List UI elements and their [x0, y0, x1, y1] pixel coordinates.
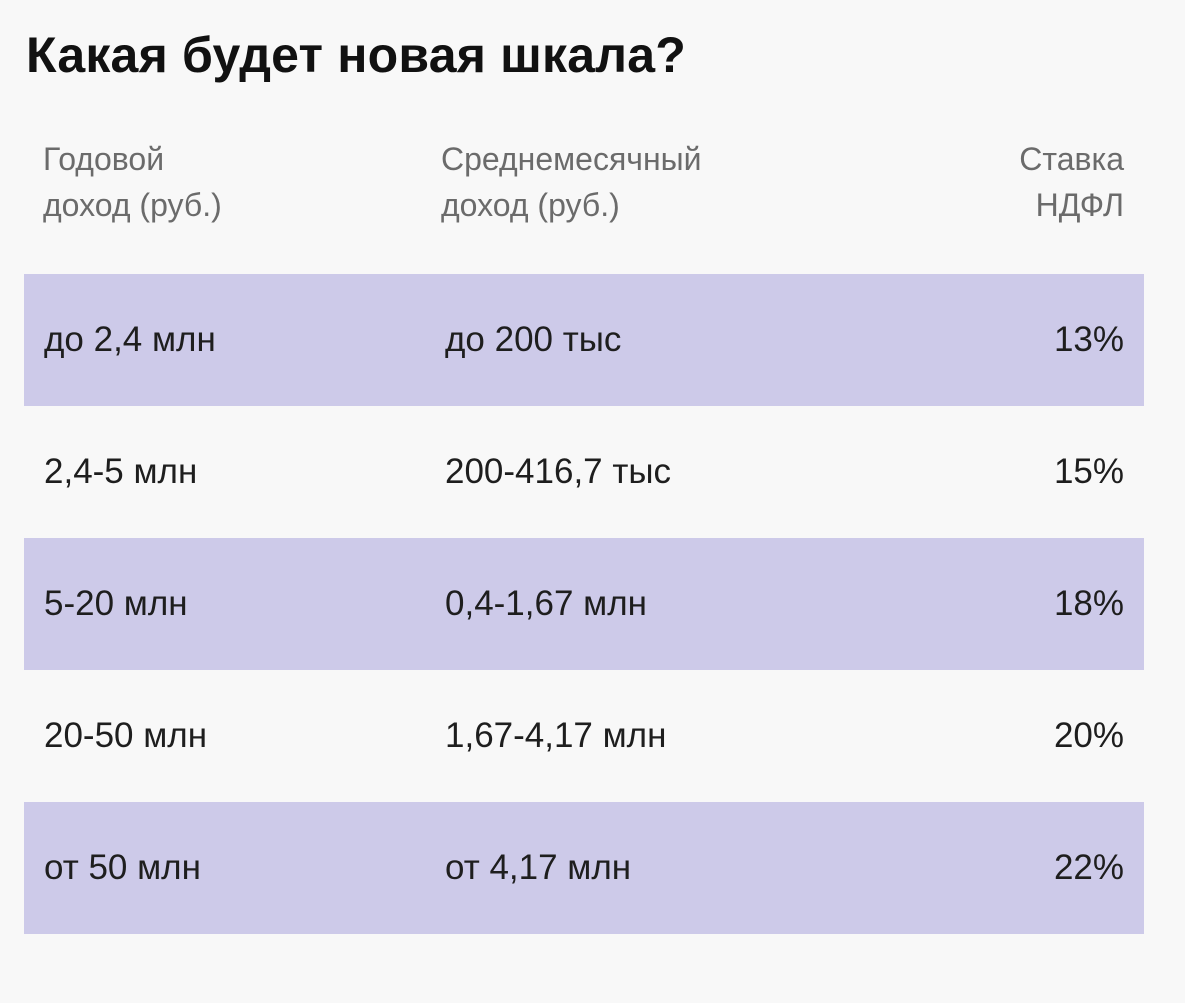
monthly-income-cell: от 4,17 млн — [445, 848, 632, 887]
tax-rate-cell: 20% — [1053, 716, 1124, 755]
table-row: 20-50 млн 1,67-4,17 млн 20% — [24, 670, 1144, 802]
table-row: 2,4-5 млн 200-416,7 тыс 15% — [24, 406, 1144, 538]
monthly-income-cell: 0,4-1,67 млн — [445, 584, 647, 623]
table-header: Годовой доход (руб.) Среднемесячный дохо… — [24, 136, 1144, 232]
monthly-income-cell: 200-416,7 тыс — [445, 452, 672, 491]
annual-income-cell: 5-20 млн — [44, 584, 188, 623]
table-row: от 50 млн от 4,17 млн 22% — [24, 802, 1144, 934]
annual-income-cell: до 2,4 млн — [44, 320, 216, 359]
table-row: до 2,4 млн до 200 тыс 13% — [24, 274, 1144, 406]
annual-income-cell: 2,4-5 млн — [44, 452, 198, 491]
table-body: до 2,4 млн до 200 тыс 13% 2,4-5 млн 200-… — [24, 274, 1144, 934]
column-header-monthly-income: Среднемесячный доход (руб.) — [441, 141, 702, 223]
annual-income-cell: 20-50 млн — [44, 716, 208, 755]
monthly-income-cell: до 200 тыс — [445, 320, 622, 359]
table-row: 5-20 млн 0,4-1,67 млн 18% — [24, 538, 1144, 670]
column-header-annual-income: Годовой доход (руб.) — [43, 141, 222, 223]
tax-rate-cell: 18% — [1053, 584, 1124, 623]
column-header-tax-rate: Ставка НДФЛ — [1019, 141, 1124, 223]
monthly-income-cell: 1,67-4,17 млн — [445, 716, 667, 755]
tax-rate-cell: 13% — [1053, 320, 1124, 359]
annual-income-cell: от 50 млн — [44, 848, 201, 887]
tax-rate-cell: 22% — [1053, 848, 1124, 887]
page-title: Какая будет новая шкала? — [26, 27, 687, 83]
tax-rate-cell: 15% — [1053, 452, 1124, 491]
